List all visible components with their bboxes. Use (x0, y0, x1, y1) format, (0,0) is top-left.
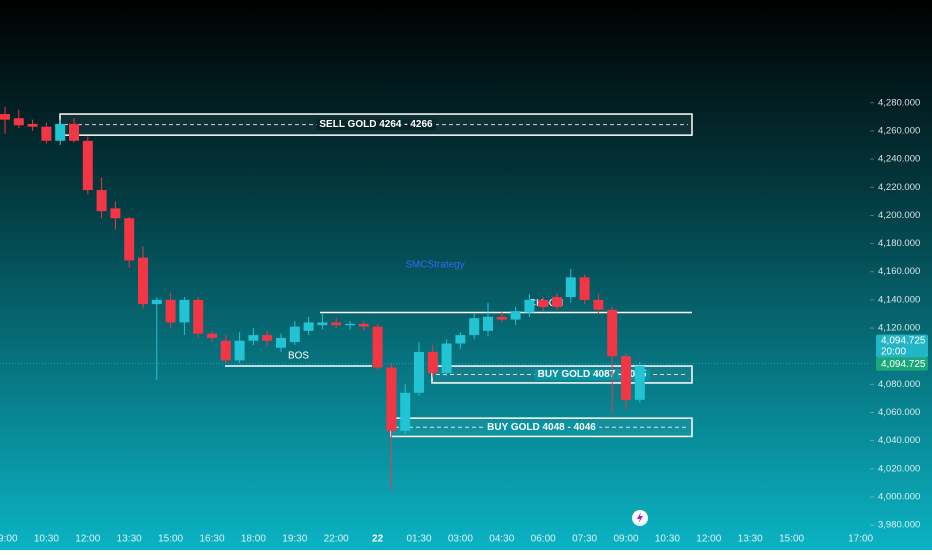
candle-body (234, 340, 245, 361)
candle-body (55, 123, 66, 141)
candle-body (317, 322, 328, 326)
candle-body (607, 309, 618, 357)
x-tick-label: 15:00 (158, 534, 183, 545)
x-tick-label: 01:30 (406, 534, 431, 545)
candle-body (138, 257, 148, 305)
x-tick-label: 06:00 (531, 534, 556, 545)
candle-body (565, 277, 576, 298)
x-tick-label: 13:30 (117, 534, 142, 545)
y-tick-label: 4,080.000 (878, 379, 920, 390)
y-tick-label: 4,120.000 (878, 323, 920, 334)
x-tick-label: 12:00 (75, 534, 100, 545)
x-tick-label: 07:30 (572, 534, 597, 545)
candle-body (27, 123, 38, 127)
x-tick-label: 09:00 (0, 534, 18, 545)
x-tick-label: 22:00 (324, 534, 349, 545)
x-tick-label: 10:30 (34, 534, 59, 545)
x-tick-label: 03:00 (448, 534, 473, 545)
zone-label-bg (534, 369, 650, 381)
price-tag-value: 4,094.725 (881, 335, 926, 346)
candle-body (124, 218, 135, 261)
candle-body (427, 351, 438, 374)
x-tick-label: 15:00 (779, 534, 804, 545)
candle-body (414, 351, 424, 393)
candle-body (248, 335, 259, 341)
candle-body (552, 297, 562, 307)
event-icon-bolt (637, 512, 643, 524)
x-tick-label: 09:00 (613, 534, 638, 545)
x-tick-label: 18:00 (241, 534, 266, 545)
y-tick-label: 3,980.000 (878, 520, 920, 531)
candle-body (262, 335, 273, 341)
y-tick-label: 4,260.000 (878, 125, 920, 136)
y-tick-label: 4,040.000 (878, 435, 920, 446)
y-tick-label: 4,200.000 (878, 210, 920, 221)
candle-body (483, 316, 493, 331)
zone-label: BUY GOLD 4087 - 4085 (538, 369, 647, 380)
zone-label-bg (484, 421, 600, 433)
zone-label: BUY GOLD 4048 - 4046 (487, 422, 596, 433)
candle-body (621, 356, 631, 400)
candle-body (220, 340, 231, 361)
candle-body (110, 208, 121, 219)
candle-body (524, 299, 535, 313)
candle-body (0, 114, 10, 120)
candle-body (331, 322, 342, 326)
candle-body (179, 299, 190, 323)
candle-body (13, 118, 24, 126)
y-tick-label: 4,140.000 (878, 294, 920, 305)
candle-body (303, 322, 314, 331)
zone-label-bg (316, 119, 437, 131)
y-tick-label: 4,020.000 (878, 463, 920, 474)
y-tick-label: 4,060.000 (878, 407, 920, 418)
y-tick-label: 4,180.000 (878, 238, 920, 249)
candle-body (207, 333, 217, 338)
candle-body (441, 343, 452, 374)
price-tag-time (876, 334, 928, 358)
candle-body (372, 326, 383, 368)
candle-body (96, 190, 107, 212)
candle-body (151, 299, 162, 305)
candle-body (455, 335, 466, 344)
candle-body (400, 392, 411, 431)
candle-body (276, 337, 286, 348)
candle-body (345, 323, 355, 326)
x-tick-label: 19:30 (282, 534, 307, 545)
candle-body (82, 140, 93, 191)
level-label: BOS (288, 351, 309, 362)
candle-body (193, 299, 204, 334)
candle-body (165, 299, 176, 323)
candle-body (469, 318, 480, 336)
x-tick-label: 22 (372, 534, 384, 545)
x-tick-label: 10:30 (655, 534, 680, 545)
candle-body (289, 326, 300, 343)
candle-body (69, 123, 79, 141)
y-tick-label: 4,240.000 (878, 154, 920, 165)
x-tick-label: 04:30 (489, 534, 514, 545)
candle-body (496, 316, 507, 320)
y-tick-label: 4,220.000 (878, 182, 920, 193)
x-tick-label: 12:00 (696, 534, 721, 545)
y-tick-label: 4,280.000 (878, 97, 920, 108)
y-tick-label: 4,000.000 (878, 492, 920, 503)
candle-body (386, 367, 397, 431)
x-tick-label: 13:30 (738, 534, 763, 545)
price-tag-countdown: 20:00 (881, 346, 906, 357)
candle-body (634, 366, 645, 400)
annotation: SMCStrategy (405, 260, 464, 271)
x-tick-label: 17:00 (848, 534, 873, 545)
candle-body (593, 299, 604, 310)
zone-label: SELL GOLD 4264 - 4266 (319, 119, 433, 130)
price-tag-value: 4,094.725 (881, 359, 926, 370)
candle-body (41, 126, 52, 141)
candle-body (579, 277, 590, 300)
x-tick-label: 16:30 (199, 534, 224, 545)
candle-body (538, 299, 549, 307)
candle-body (510, 311, 521, 320)
candle-body (358, 323, 369, 327)
price-tag (876, 357, 928, 371)
y-tick-label: 4,160.000 (878, 266, 920, 277)
